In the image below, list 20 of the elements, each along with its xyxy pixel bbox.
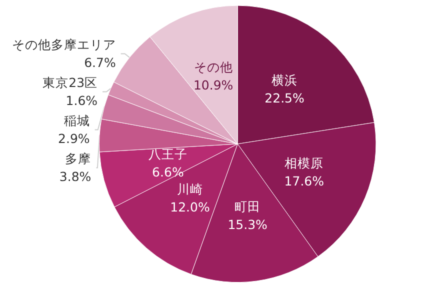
data-label: 15.3%: [228, 216, 268, 232]
data-label: 22.5%: [264, 90, 304, 106]
data-label: 17.6%: [284, 173, 324, 188]
slice-label: その他: [194, 59, 233, 74]
slice-label: 町田: [234, 198, 261, 214]
slice-label: 多摩: [65, 151, 92, 166]
data-label: 6.6%: [152, 164, 184, 180]
data-label: 1.6%: [66, 93, 98, 108]
slice-label: 稲城: [64, 113, 90, 128]
slice-label: その他多摩エリア: [12, 37, 116, 52]
data-label: 2.9%: [58, 131, 90, 146]
slice-label: 八王子: [148, 146, 188, 162]
slice-label: 横浜: [272, 72, 298, 88]
data-label: 10.9%: [193, 77, 234, 92]
slice-label: 相模原: [284, 155, 324, 170]
data-label: 6.7%: [84, 55, 116, 70]
data-label: 12.0%: [170, 200, 210, 215]
data-label: 3.8%: [59, 169, 92, 184]
slice-label: 東京23区: [42, 75, 98, 90]
slice-label: 川崎: [176, 182, 203, 197]
